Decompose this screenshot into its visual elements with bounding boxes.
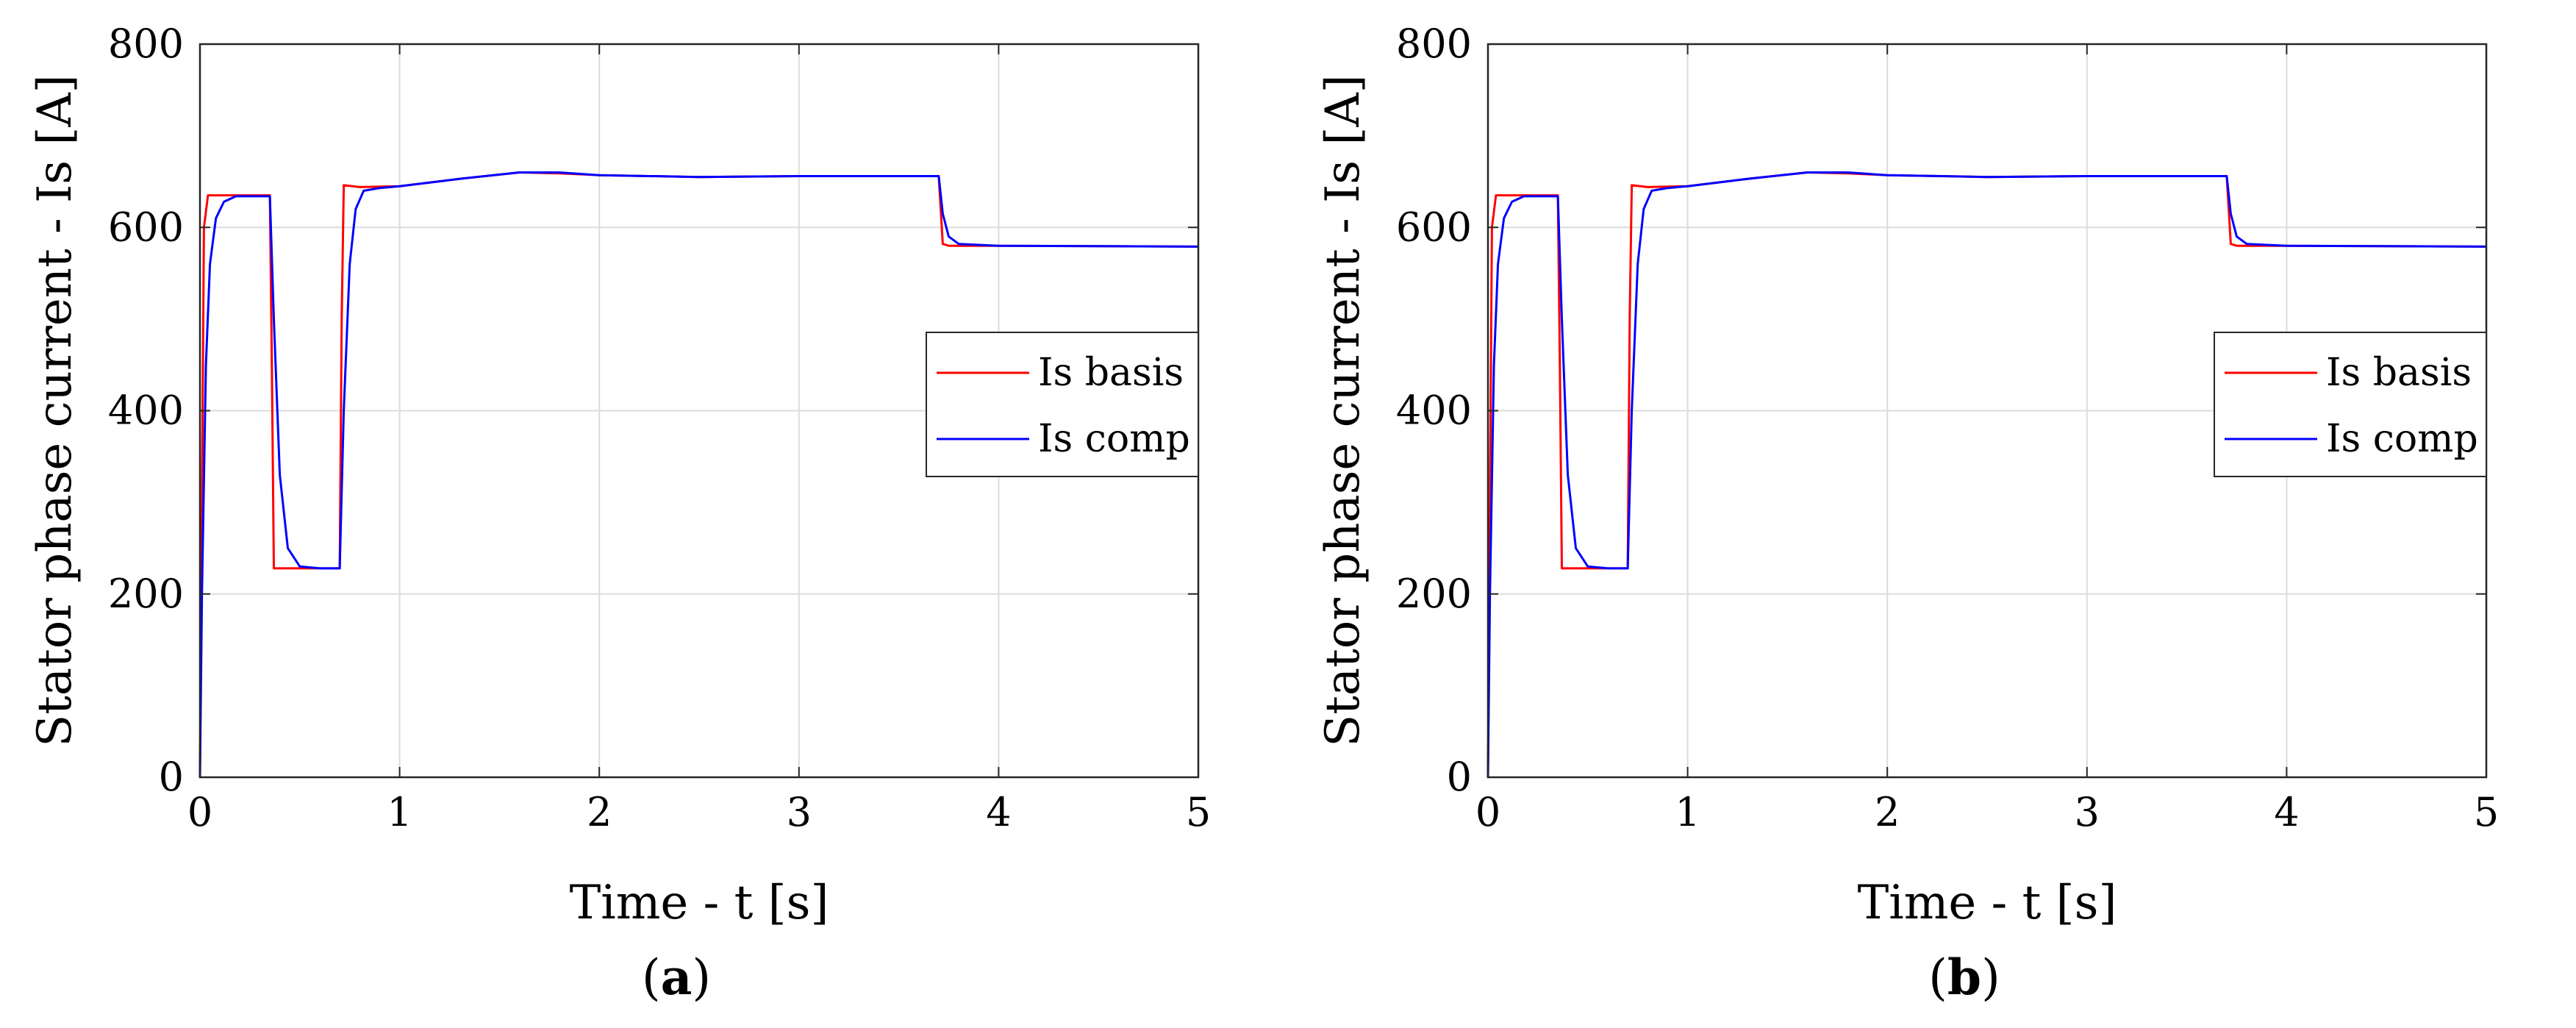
y-tick-label: 200	[108, 571, 184, 617]
x-axis-label: Time - t [s]	[570, 876, 829, 930]
caption-a-letter: a	[660, 949, 693, 1006]
legend: Is basis Is comp	[2214, 332, 2487, 477]
legend-label: Is basis	[2326, 351, 2472, 395]
x-tick-label: 2	[587, 789, 612, 835]
x-tick-label: 5	[2474, 789, 2499, 835]
x-tick-label: 5	[1186, 789, 1211, 835]
y-tick-label: 400	[108, 388, 184, 434]
x-tick-label: 4	[986, 789, 1011, 835]
y-axis-label: Stator phase current - Is [A]	[1316, 74, 1370, 746]
y-tick-label: 200	[1396, 571, 1472, 617]
y-axis-label: Stator phase current - Is [A]	[28, 74, 82, 746]
legend-label: Is comp	[2326, 417, 2478, 461]
legend-label: Is comp	[1038, 417, 1190, 461]
x-tick-label: 0	[1475, 789, 1500, 835]
y-tick-label: 800	[1396, 21, 1472, 67]
legend-box	[2214, 332, 2487, 477]
chart-panel-b: 0 1 2 3 4 5 0 200 400 600 800 Time - t [s] Stator ph…	[1288, 0, 2576, 1028]
chart-b-plot: 0 1 2 3 4 5 0 200 400 600 800 Time - t [s] Stator ph…	[1316, 21, 2499, 930]
chart-a-plot: 0 1 2 3 4 5 0 200 400 600 800 Time - t [s] Stator ph…	[28, 21, 1211, 930]
y-tick-label: 600	[108, 204, 184, 250]
x-tick-label: 1	[1675, 789, 1700, 835]
y-tick-label: 600	[1396, 204, 1472, 250]
x-tick-label: 3	[2075, 789, 2100, 835]
x-axis-label: Time - t [s]	[1858, 876, 2117, 930]
x-tick-label: 1	[387, 789, 412, 835]
caption-b-letter: b	[1947, 949, 1982, 1006]
series-line-is-comp	[198, 171, 1199, 778]
caption-b: (b)	[1928, 949, 2000, 1006]
legend-label: Is basis	[1038, 351, 1184, 395]
legend: Is basis Is comp	[926, 332, 1199, 477]
y-tick-label: 0	[159, 754, 184, 800]
x-tick-label: 4	[2274, 789, 2299, 835]
caption-a: (a)	[641, 949, 712, 1006]
legend-box	[926, 332, 1199, 477]
chart-panel-a: 0 1 2 3 4 5 0 200 400 600 800 Time - t [s] Stator ph…	[28, 21, 1211, 1006]
series-line-is-comp	[1486, 171, 2487, 778]
x-tick-label: 2	[1875, 789, 1900, 835]
y-tick-label: 800	[108, 21, 184, 67]
y-tick-label: 400	[1396, 388, 1472, 434]
y-tick-label: 0	[1447, 754, 1472, 800]
x-tick-label: 0	[187, 789, 212, 835]
x-tick-label: 3	[787, 789, 812, 835]
